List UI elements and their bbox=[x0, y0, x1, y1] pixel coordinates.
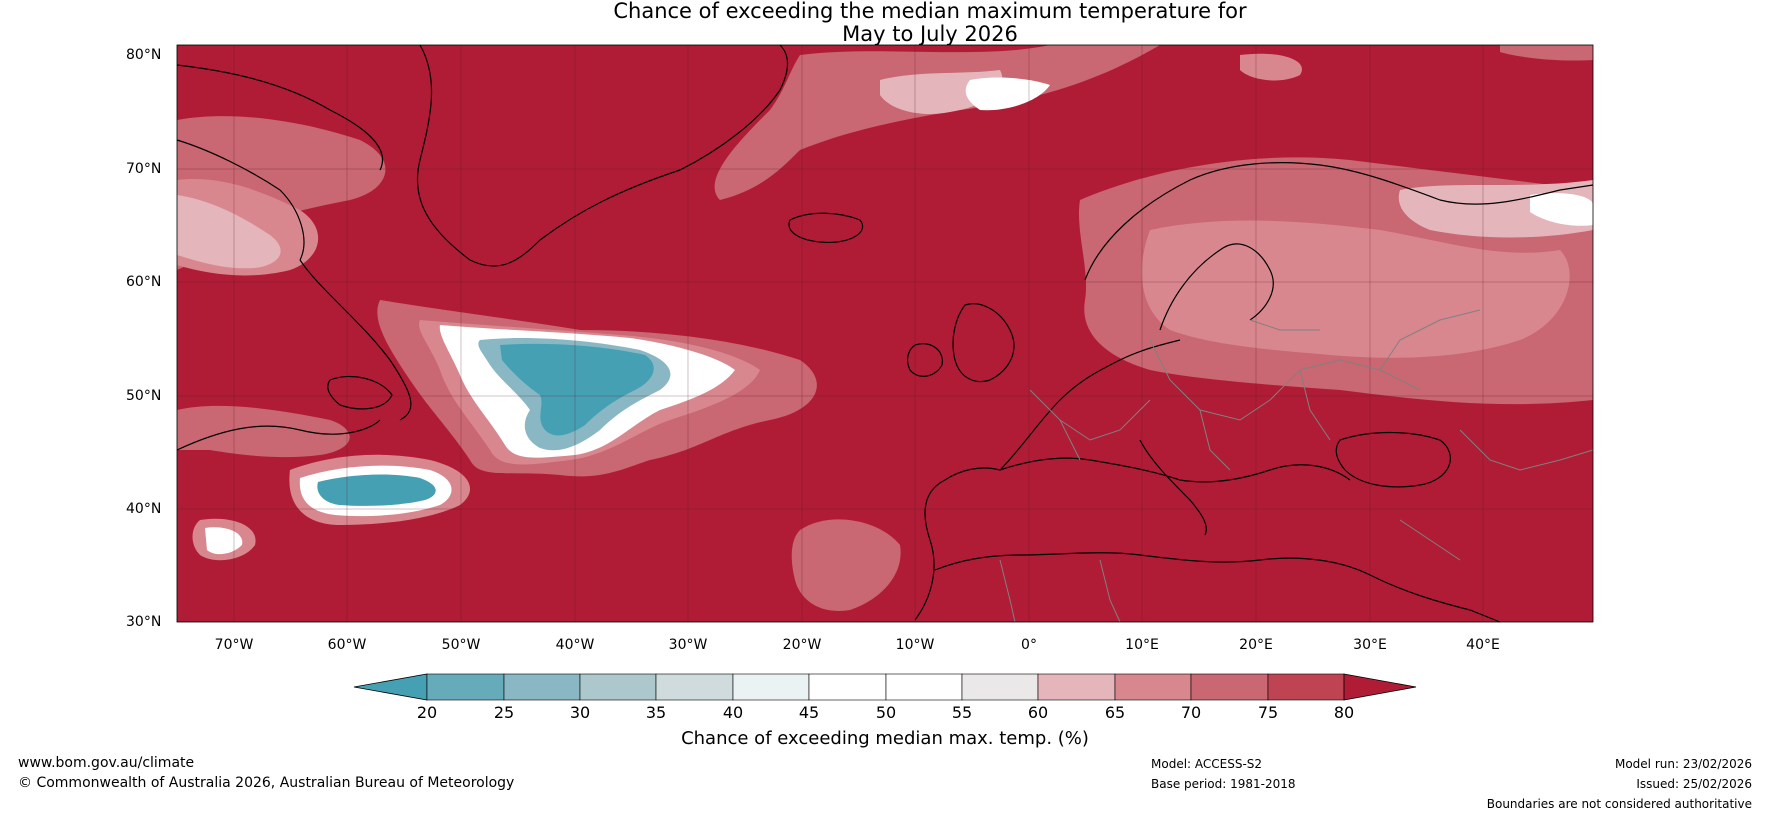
title-line-1: Chance of exceeding the median maximum t… bbox=[613, 0, 1247, 23]
coast-greenland bbox=[416, 44, 789, 267]
colorbar-tick-55: 55 bbox=[951, 703, 973, 722]
colorbar bbox=[353, 673, 1417, 701]
lon-label-30e: 30°E bbox=[1353, 637, 1387, 653]
colorbar-bin-20-25 bbox=[426, 673, 505, 701]
colorbar-tick-75: 75 bbox=[1257, 703, 1279, 722]
coastlines bbox=[176, 44, 1594, 623]
lat-label-60n: 60°N bbox=[126, 274, 162, 290]
lon-label-40e: 40°E bbox=[1466, 637, 1500, 653]
colorbar-tick-50: 50 bbox=[875, 703, 897, 722]
colorbar-tick-35: 35 bbox=[645, 703, 667, 722]
colorbar-bin-40-45 bbox=[732, 673, 810, 701]
coast-britain bbox=[952, 303, 1015, 383]
footer-model: Model: ACCESS-S2 bbox=[1151, 757, 1263, 771]
colorbar-bin-35-40 bbox=[655, 673, 734, 701]
colorbar-tick-45: 45 bbox=[798, 703, 820, 722]
lon-label-10w: 10°W bbox=[895, 637, 935, 653]
colorbar-bin-55-60 bbox=[961, 673, 1039, 701]
colorbar-bin-45-50 bbox=[808, 673, 887, 701]
lat-label-70n: 70°N bbox=[126, 161, 162, 177]
lon-label-60w: 60°W bbox=[327, 637, 367, 653]
coast-scandinavia bbox=[1084, 162, 1594, 281]
colorbar-bin-25-30 bbox=[503, 673, 581, 701]
lon-label-10e: 10°E bbox=[1125, 637, 1159, 653]
lat-label-50n: 50°N bbox=[126, 388, 162, 404]
colorbar-extend-low bbox=[353, 673, 428, 701]
lat-label-30n: 30°N bbox=[126, 614, 162, 630]
lon-label-50w: 50°W bbox=[441, 637, 481, 653]
lat-label-40n: 40°N bbox=[126, 501, 162, 517]
coast-africa bbox=[934, 552, 1501, 623]
borders bbox=[999, 309, 1594, 623]
colorbar-label: Chance of exceeding median max. temp. (%… bbox=[681, 728, 1089, 749]
footer-issued: Issued: 25/02/2026 bbox=[1636, 777, 1752, 791]
colorbar-tick-60: 60 bbox=[1027, 703, 1049, 722]
lon-label-20e: 20°E bbox=[1239, 637, 1273, 653]
colorbar-tick-65: 65 bbox=[1104, 703, 1126, 722]
colorbar-tick-80: 80 bbox=[1333, 703, 1355, 722]
colorbar-tick-30: 30 bbox=[569, 703, 591, 722]
arctic-anomaly bbox=[714, 45, 1160, 200]
coast-labrador bbox=[299, 259, 412, 421]
colorbar-tick-40: 40 bbox=[722, 703, 744, 722]
title-line-2: May to July 2026 bbox=[842, 22, 1018, 46]
footer-model-run: Model run: 23/02/2026 bbox=[1614, 757, 1752, 771]
colorbar-bin-60-65 bbox=[1037, 673, 1116, 701]
footer-base-period: Base period: 1981-2018 bbox=[1151, 777, 1296, 791]
colorbar-bin-30-35 bbox=[579, 673, 657, 701]
lon-label-30w: 30°W bbox=[668, 637, 708, 653]
footer-disclaimer: Boundaries are not considered authoritat… bbox=[1486, 797, 1752, 811]
map-title: Chance of exceeding the median maximum t… bbox=[0, 0, 1770, 46]
lon-label-70w: 70°W bbox=[214, 637, 254, 653]
colorbar-bin-65-70 bbox=[1114, 673, 1192, 701]
footer-website: www.bom.gov.au/climate bbox=[18, 755, 195, 771]
coast-black-sea bbox=[1335, 431, 1451, 488]
colorbar-extend-high bbox=[1343, 673, 1417, 701]
lon-label-40w: 40°W bbox=[555, 637, 595, 653]
coast-iceland bbox=[788, 212, 864, 244]
colorbar-tick-25: 25 bbox=[493, 703, 515, 722]
colorbar-bin-75-80 bbox=[1267, 673, 1345, 701]
lat-label-80n: 80°N bbox=[126, 47, 162, 63]
graticule bbox=[177, 45, 1593, 622]
colorbar-tick-70: 70 bbox=[1180, 703, 1202, 722]
colorbar-bin-70-75 bbox=[1190, 673, 1269, 701]
colorbar-bin-50-55 bbox=[885, 673, 963, 701]
lon-label-20w: 20°W bbox=[782, 637, 822, 653]
colorbar-tick-20: 20 bbox=[416, 703, 438, 722]
lon-label-0: 0° bbox=[1021, 637, 1037, 653]
footer-copyright: © Commonwealth of Australia 2026, Austra… bbox=[18, 775, 515, 791]
